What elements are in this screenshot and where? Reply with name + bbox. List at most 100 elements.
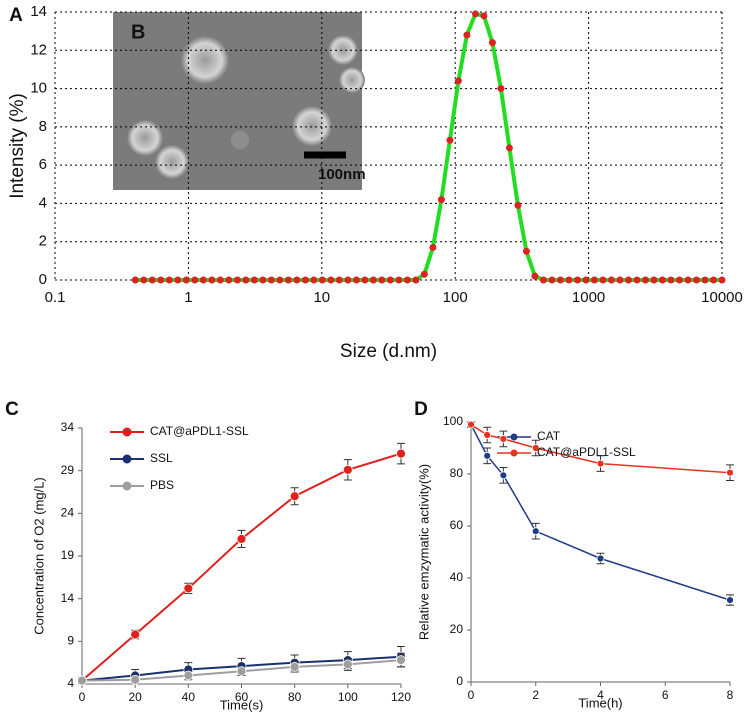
legend-label: SSL xyxy=(150,451,173,465)
data-point xyxy=(199,276,207,284)
chart-panel: A 0 2 4 6 8 10 12 14 0.1 1 10 100 1000 10000 Size (d.nm… xyxy=(7,3,743,362)
x-tick-label: 0.1 xyxy=(45,289,66,306)
data-point xyxy=(582,276,590,284)
y-axis-label: Concentration of O2 (mg/L) xyxy=(31,477,46,635)
data-point xyxy=(310,276,318,284)
data-point xyxy=(675,276,683,284)
data-point xyxy=(599,276,607,284)
data-point xyxy=(633,276,641,284)
x-tick-label: 1 xyxy=(184,289,192,306)
data-point xyxy=(208,276,216,284)
data-point xyxy=(318,276,326,284)
y-tick-label: 100 xyxy=(443,414,463,428)
data-point xyxy=(499,471,508,480)
y-tick-label: 8 xyxy=(39,118,47,135)
data-point xyxy=(607,276,615,284)
data-point xyxy=(446,136,454,144)
x-axis-label: Time(h) xyxy=(578,695,622,710)
data-point xyxy=(148,276,156,284)
legend-marker xyxy=(122,427,132,437)
data-point xyxy=(131,276,139,284)
data-point xyxy=(480,12,488,20)
y-tick-label: 80 xyxy=(450,466,464,480)
y-tick-label: 40 xyxy=(450,570,464,584)
inset-image xyxy=(113,12,362,190)
data-point xyxy=(548,276,556,284)
data-point xyxy=(327,276,335,284)
data-point xyxy=(236,666,247,677)
data-point xyxy=(352,276,360,284)
data-point xyxy=(565,276,573,284)
y-tick-label: 2 xyxy=(39,233,47,250)
data-point xyxy=(454,77,462,85)
y-tick-label: 4 xyxy=(39,194,47,211)
data-point xyxy=(259,276,267,284)
particle xyxy=(231,131,249,149)
data-point xyxy=(463,31,471,39)
series-line xyxy=(470,424,731,601)
data-point xyxy=(289,491,300,502)
data-point xyxy=(692,276,700,284)
data-point xyxy=(369,276,377,284)
data-point xyxy=(701,276,709,284)
data-point xyxy=(412,276,420,284)
legend-marker xyxy=(510,433,518,441)
x-tick-label: 20 xyxy=(128,690,142,704)
y-tick-label: 29 xyxy=(61,463,75,477)
particle xyxy=(292,106,332,146)
y-tick-label: 60 xyxy=(450,518,464,532)
data-point xyxy=(539,276,547,284)
x-tick-label: 1000 xyxy=(572,289,605,306)
legend-label: CAT xyxy=(537,429,561,443)
data-point xyxy=(157,276,165,284)
x-tick-label: 0 xyxy=(468,688,475,702)
data-point xyxy=(726,468,734,477)
data-point xyxy=(293,276,301,284)
panel-label: D xyxy=(414,399,428,420)
data-point xyxy=(556,276,564,284)
data-point xyxy=(531,272,539,280)
y-tick-label: 10 xyxy=(30,80,47,97)
particle xyxy=(127,120,163,156)
data-point xyxy=(335,276,343,284)
data-point xyxy=(396,655,406,666)
data-point xyxy=(616,276,624,284)
y-axis-label: Relative emzymatic activity(%) xyxy=(416,464,431,640)
data-point xyxy=(531,527,540,536)
x-tick-label: 40 xyxy=(182,690,196,704)
data-point xyxy=(242,276,250,284)
data-point xyxy=(361,276,369,284)
y-tick-label: 14 xyxy=(30,3,47,20)
data-point xyxy=(718,276,726,284)
data-point xyxy=(130,629,141,640)
x-tick-label: 2 xyxy=(532,688,539,702)
tem-inset: B 100nm xyxy=(113,12,366,190)
data-point xyxy=(437,196,445,204)
legend-marker xyxy=(510,449,518,457)
inset-label: B xyxy=(131,21,145,43)
data-point xyxy=(183,583,194,594)
data-point xyxy=(233,276,241,284)
x-tick-label: 10 xyxy=(313,289,330,306)
data-point xyxy=(342,659,353,670)
y-tick-label: 0 xyxy=(39,271,47,288)
data-point xyxy=(467,420,475,429)
data-point xyxy=(483,431,492,439)
data-point xyxy=(403,276,411,284)
data-point xyxy=(301,276,309,284)
data-point xyxy=(650,276,658,284)
data-point xyxy=(342,464,353,475)
x-tick-label: 120 xyxy=(391,690,411,704)
y-tick-label: 19 xyxy=(61,548,75,562)
data-point xyxy=(344,276,352,284)
legend-marker xyxy=(122,454,132,464)
y-axis-label: Intensity (%) xyxy=(7,93,28,199)
data-point xyxy=(183,670,194,681)
data-point xyxy=(505,144,513,152)
scale-bar-label: 100nm xyxy=(318,166,366,183)
legend-label: CAT@aPDL1-SSL xyxy=(537,445,636,459)
data-point xyxy=(726,596,734,604)
data-point xyxy=(514,201,522,209)
data-point xyxy=(420,270,428,278)
